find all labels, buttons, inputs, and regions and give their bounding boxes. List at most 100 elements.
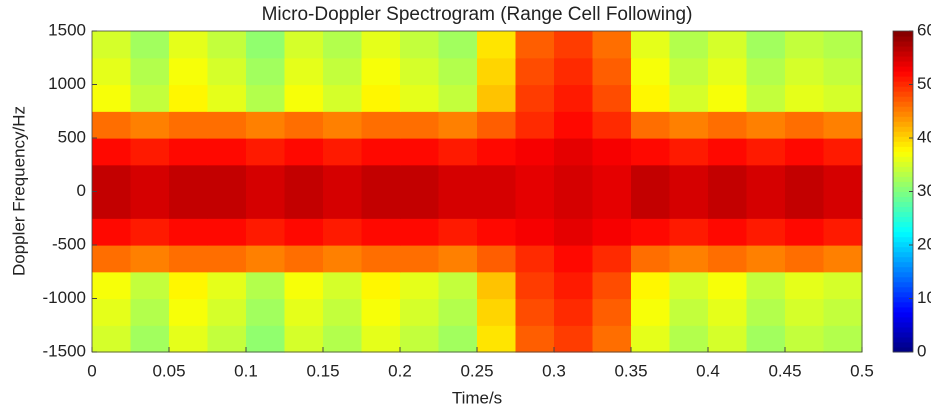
x-tick-label: 0.35	[614, 361, 647, 380]
heat-cell	[669, 298, 709, 326]
heat-cell	[207, 325, 247, 353]
colorbar-segment	[893, 116, 913, 122]
heat-cell	[284, 245, 324, 273]
heat-cell	[438, 298, 478, 326]
heat-cell	[785, 138, 825, 166]
heat-cell	[477, 325, 517, 353]
x-tick-label: 0.1	[234, 361, 258, 380]
colorbar-segment	[893, 61, 913, 67]
heat-cell	[515, 57, 555, 86]
heat-cell	[323, 298, 363, 326]
colorbar-segment	[893, 241, 913, 248]
heat-cell	[92, 84, 132, 112]
heat-cell	[400, 57, 440, 86]
colorbar-segment	[893, 271, 913, 278]
colorbar-segment	[893, 261, 913, 268]
heat-cell	[169, 111, 209, 139]
heat-cell	[438, 164, 478, 193]
heat-cell	[169, 31, 209, 59]
colorbar-segment	[893, 71, 913, 77]
colorbar-segment	[893, 121, 913, 127]
x-tick-label: 0.15	[306, 361, 339, 380]
heat-cell	[515, 191, 555, 219]
heat-cell	[284, 164, 324, 193]
heat-cell	[592, 325, 632, 353]
heat-cell	[708, 138, 748, 166]
heat-cell	[592, 57, 632, 86]
heat-cell	[708, 271, 748, 300]
heat-cell	[130, 245, 170, 273]
colorbar-segment	[893, 146, 913, 152]
heat-cell	[438, 31, 478, 59]
colorbar-segment	[893, 296, 913, 303]
heat-cell	[785, 84, 825, 112]
heat-cell	[92, 325, 132, 353]
heat-cell	[477, 84, 517, 112]
heat-cell	[631, 111, 671, 139]
heat-cell	[323, 84, 363, 112]
colorbar-segment	[893, 276, 913, 283]
x-tick-label: 0.5	[850, 361, 874, 380]
heat-cell	[92, 164, 132, 193]
colorbar-segment	[893, 326, 913, 333]
heat-cell	[438, 325, 478, 353]
heat-cell	[169, 164, 209, 193]
heat-cell	[400, 245, 440, 273]
colorbar-segment	[893, 226, 913, 233]
heat-cell	[746, 271, 786, 300]
heat-cell	[477, 245, 517, 273]
heat-cell	[746, 138, 786, 166]
heat-cell	[246, 245, 286, 273]
heat-cell	[708, 111, 748, 139]
colorbar-segment	[893, 341, 913, 348]
heat-cell	[554, 57, 594, 86]
heat-cell	[785, 164, 825, 193]
heat-cell	[169, 298, 209, 326]
heat-cell	[92, 271, 132, 300]
heat-cell	[554, 31, 594, 59]
colorbar-segment	[893, 56, 913, 62]
heat-cell	[323, 325, 363, 353]
colorbar-segment	[893, 236, 913, 243]
heat-cell	[438, 191, 478, 219]
heat-cell	[669, 111, 709, 139]
heat-cell	[130, 84, 170, 112]
heat-cell	[785, 111, 825, 139]
heat-cell	[823, 138, 863, 166]
heat-cell	[477, 138, 517, 166]
heat-cell	[400, 31, 440, 59]
heat-cell	[361, 84, 401, 112]
heat-cell	[554, 111, 594, 139]
heat-cell	[207, 164, 247, 193]
x-tick-label: 0.4	[696, 361, 720, 380]
heat-cell	[746, 325, 786, 353]
heat-cell	[631, 191, 671, 219]
heat-cell	[130, 164, 170, 193]
heat-cell	[631, 31, 671, 59]
heat-cell	[400, 271, 440, 300]
colorbar-tick-label: 20	[917, 234, 931, 253]
x-tick-label: 0	[87, 361, 96, 380]
heat-cell	[207, 191, 247, 219]
heat-cell	[400, 164, 440, 193]
colorbar-tick-label: 10	[917, 288, 931, 307]
x-tick-label: 0.45	[768, 361, 801, 380]
heat-cell	[554, 271, 594, 300]
heat-cell	[592, 84, 632, 112]
colorbar-segment	[893, 266, 913, 273]
heat-cell	[130, 57, 170, 86]
colorbar-segment	[893, 246, 913, 253]
heat-cell	[400, 84, 440, 112]
colorbar-segment	[893, 51, 913, 57]
heat-cell	[477, 271, 517, 300]
heat-cell	[823, 271, 863, 300]
heat-cell	[515, 245, 555, 273]
heat-cell	[631, 84, 671, 112]
heat-cell	[823, 111, 863, 139]
heat-cell	[361, 298, 401, 326]
heat-cell	[669, 84, 709, 112]
heat-cell	[169, 57, 209, 86]
heat-cell	[130, 218, 170, 246]
heat-cell	[438, 111, 478, 139]
heat-cell	[631, 298, 671, 326]
